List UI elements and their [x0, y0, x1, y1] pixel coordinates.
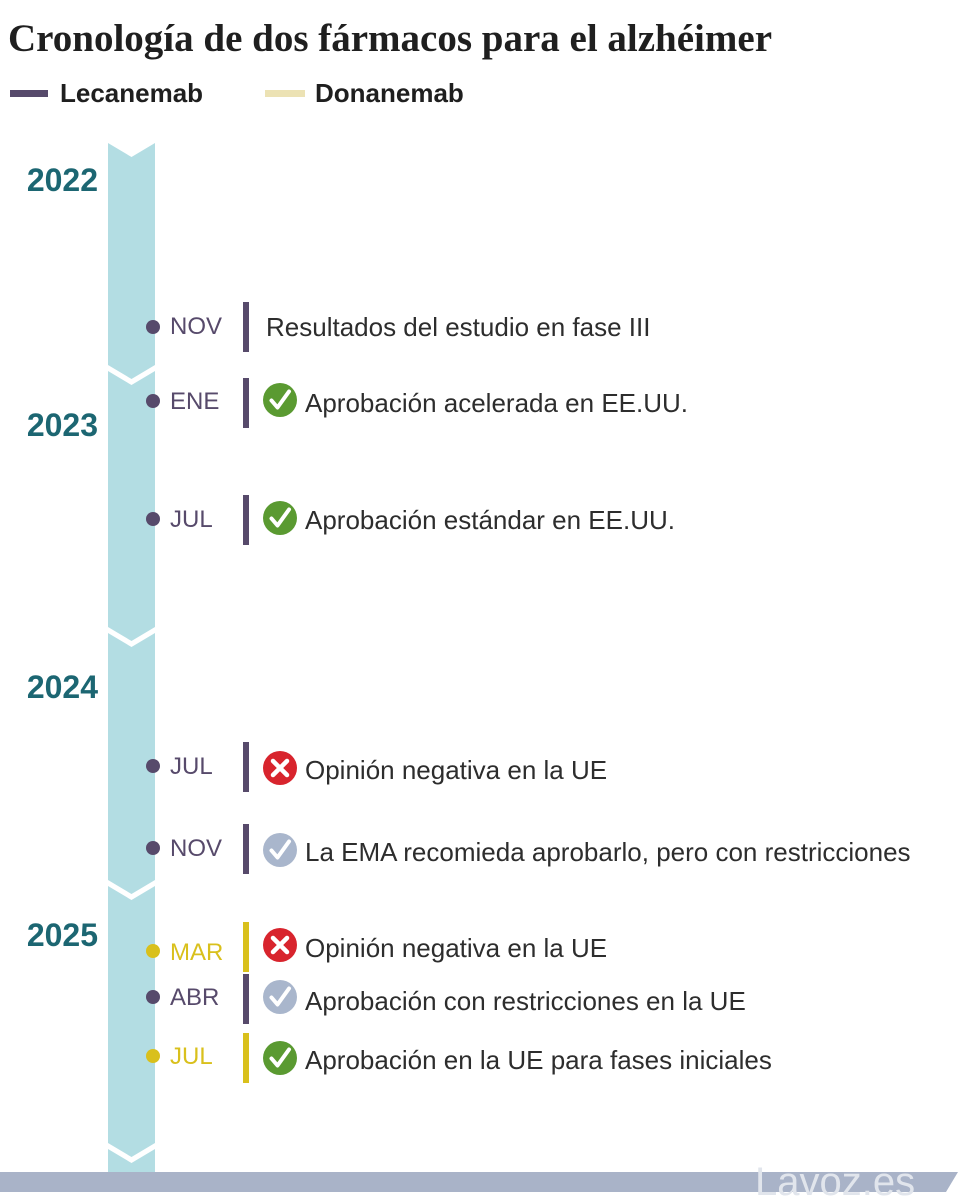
event-description: Aprobación con restricciones en la UE [305, 986, 746, 1016]
legend-swatch-lecanemab [10, 90, 48, 97]
event-bar [243, 824, 249, 874]
icon-glyph [270, 935, 290, 955]
event-description: Resultados del estudio en fase III [266, 312, 651, 342]
icon-glyph [270, 758, 290, 778]
event-description: Opinión negativa en la UE [305, 755, 608, 785]
icon-glyph [269, 1047, 291, 1068]
event-month: ABR [170, 984, 220, 1011]
icon-glyph [269, 507, 291, 528]
timeline-band-segment-2024 [108, 633, 155, 894]
year-label-2023: 2023 [26, 407, 98, 443]
event-bar [243, 922, 249, 972]
event-dot [146, 990, 160, 1004]
event-dot [146, 841, 160, 855]
event-month: ENE [170, 388, 220, 415]
cross-icon [263, 928, 297, 962]
icon-circle [263, 1041, 297, 1075]
icon-circle [263, 980, 297, 1014]
check-icon [263, 383, 297, 417]
legend-label-donanemab: Donanemab [315, 78, 464, 108]
event-bar [243, 378, 249, 428]
event-description: Aprobación en la UE para fases iniciales [305, 1045, 772, 1075]
cross-icon [263, 751, 297, 785]
event-month: MAR [170, 939, 224, 966]
event-description: Opinión negativa en la UE [305, 933, 608, 963]
year-label-2025: 2025 [26, 917, 98, 953]
check-icon [263, 1041, 297, 1075]
year-label-2024: 2024 [26, 669, 98, 705]
icon-glyph [269, 839, 291, 860]
timeline-band-segment-2025 [108, 886, 155, 1157]
year-label-2022: 2022 [26, 162, 98, 198]
event-bar [243, 742, 249, 792]
event-dot [146, 512, 160, 526]
timeline-band-segment-2022 [108, 143, 155, 379]
restricted-check-icon [263, 833, 297, 867]
event-bar [243, 1033, 249, 1083]
icon-circle [263, 501, 297, 535]
event-dot [146, 394, 160, 408]
timeline-band [108, 143, 155, 1180]
icon-circle [263, 833, 297, 867]
event-bar [243, 495, 249, 545]
event-bar [243, 974, 249, 1024]
page-title: Cronología de dos fármacos para el alzhé… [8, 17, 773, 60]
check-icon [263, 501, 297, 535]
legend-label-lecanemab: Lecanemab [60, 78, 204, 108]
event-month: JUL [170, 506, 213, 533]
event-description: Aprobación estándar en EE.UU. [305, 505, 675, 535]
event-dot [146, 1049, 160, 1063]
legend-swatch-donanemab [265, 90, 305, 97]
brand-logo-text: Lavoz.es [755, 1160, 916, 1202]
event-month: NOV [170, 835, 223, 862]
restricted-check-icon [263, 980, 297, 1014]
event-dot [146, 759, 160, 773]
event-dot [146, 944, 160, 958]
event-bar [243, 302, 249, 352]
icon-circle [263, 383, 297, 417]
event-description: Aprobación acelerada en EE.UU. [305, 388, 689, 418]
event-dot [146, 320, 160, 334]
event-month: JUL [170, 1043, 213, 1070]
event-description: La EMA recomieda aprobarlo, pero con res… [305, 837, 911, 867]
icon-glyph [269, 389, 291, 410]
event-month: NOV [170, 313, 223, 340]
timeline-band-segment-2023 [108, 371, 155, 641]
icon-glyph [269, 986, 291, 1007]
event-month: JUL [170, 753, 213, 780]
footer-bar [0, 1172, 958, 1192]
